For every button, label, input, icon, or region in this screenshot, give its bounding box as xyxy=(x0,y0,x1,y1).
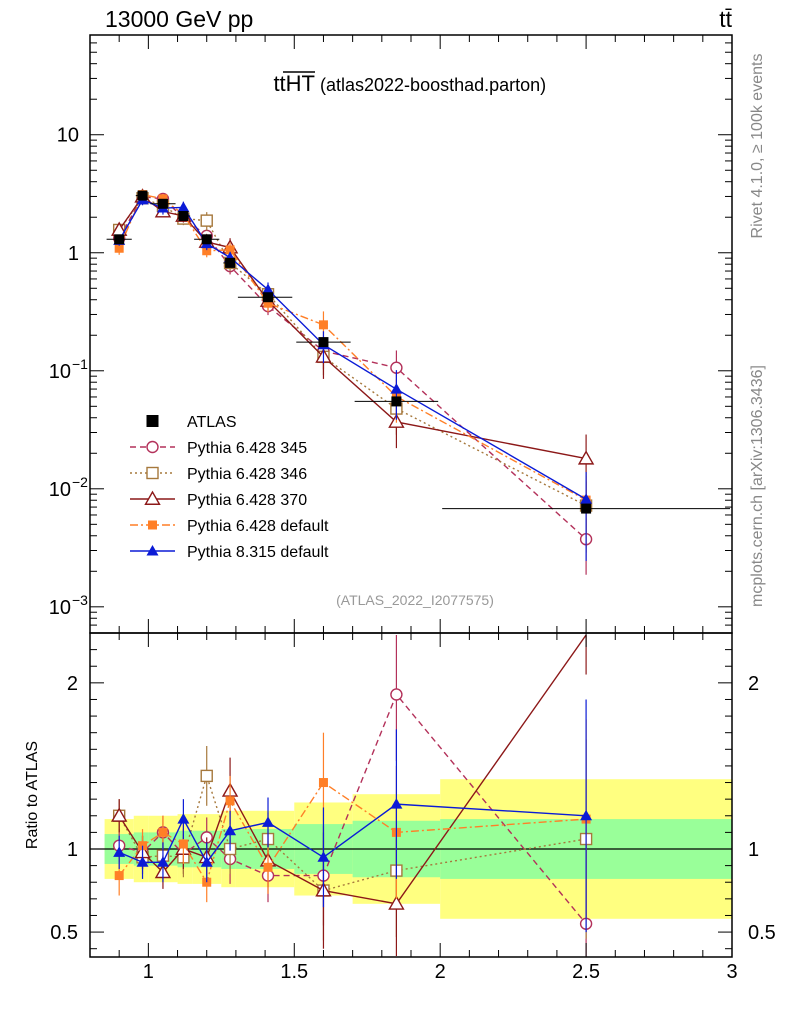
atlas-point xyxy=(114,234,125,245)
legend-label: Pythia 8.315 default xyxy=(187,544,329,561)
marker-main xyxy=(577,450,595,465)
legend-entry: Pythia 8.315 default xyxy=(130,544,329,561)
atlas-point xyxy=(318,337,329,348)
mcplots-label: mcplots.cern.ch [arXiv:1306.3436] xyxy=(749,365,766,607)
legend-entry-atlas: ATLAS xyxy=(146,414,237,431)
legend: ATLAS Pythia 6.428 345 Pythia 6.428 346 Pyt… xyxy=(130,414,329,561)
series-line-ratio xyxy=(118,773,587,892)
x-tick-label: 2 xyxy=(435,961,446,983)
atlas-point xyxy=(178,210,189,221)
y-tick-label-main: 1 xyxy=(68,243,79,265)
legend-label: Pythia 6.428 345 xyxy=(187,440,307,457)
marker-ratio xyxy=(156,856,169,867)
x-tick-label: 1 xyxy=(143,961,154,983)
series-line-ratio xyxy=(118,803,587,864)
x-tick-label: 1.5 xyxy=(280,961,308,983)
marker-ratio xyxy=(317,851,330,862)
atlas-data-layer xyxy=(106,190,730,514)
header-left: 13000 GeV pp xyxy=(105,6,253,32)
y-tick-label-exp: −3 xyxy=(72,592,88,608)
y-tick-label-main: 10 xyxy=(49,361,71,383)
marker-main xyxy=(262,283,275,295)
marker-main xyxy=(225,245,235,255)
marker-ratio xyxy=(390,688,403,701)
marker-ratio xyxy=(136,856,149,867)
y-tick-label-ratio-right: 1 xyxy=(748,839,759,861)
legend-label: ATLAS xyxy=(187,414,237,431)
legend-marker xyxy=(144,490,161,505)
legend-label: Pythia 6.428 370 xyxy=(187,492,307,509)
series-line-main xyxy=(118,195,587,540)
series-line-main xyxy=(118,193,587,501)
x-tick-label: 3 xyxy=(726,961,737,983)
y-tick-label-main: 10 xyxy=(57,125,79,147)
marker-ratio xyxy=(158,827,168,837)
marker-ratio xyxy=(318,778,328,788)
y-tick-label-exp: −1 xyxy=(72,356,88,372)
rivet-label: Rivet 4.1.0, ≥ 100k events xyxy=(749,54,766,239)
marker-main xyxy=(200,214,213,227)
atlas-point xyxy=(137,190,148,201)
y-tick-label-exp: −2 xyxy=(72,474,88,490)
marker-ratio xyxy=(113,846,126,857)
atlas-point xyxy=(225,257,236,268)
marker-ratio xyxy=(200,769,213,783)
marker-main xyxy=(580,493,593,504)
marker-main xyxy=(177,201,190,212)
marker-main xyxy=(114,243,124,253)
marker-ratio xyxy=(110,807,128,822)
series-line-ratio xyxy=(118,781,587,884)
legend-entry: Pythia 6.428 default xyxy=(130,518,329,535)
marker-main xyxy=(263,298,273,308)
y-tick-label-main: 10 xyxy=(49,597,71,619)
y-tick-label-ratio: 1 xyxy=(67,839,78,861)
atlas-point xyxy=(263,292,274,303)
marker-ratio xyxy=(262,816,275,827)
atlas-point xyxy=(201,234,212,245)
legend-marker xyxy=(146,466,159,480)
marker-main xyxy=(202,246,212,256)
legend-marker xyxy=(148,520,157,530)
marker-main xyxy=(390,383,403,394)
header-right: tt̄ xyxy=(719,6,732,32)
y-tick-label-ratio-right: 2 xyxy=(748,673,759,695)
title-sub: (atlas2022-boosthad.parton) xyxy=(320,75,546,95)
legend-marker xyxy=(146,440,159,454)
legend-entry: Pythia 6.428 346 xyxy=(130,466,307,483)
marker-ratio xyxy=(263,862,273,872)
legend-label: Pythia 6.428 346 xyxy=(187,466,307,483)
legend-entry: Pythia 6.428 370 xyxy=(130,490,307,509)
y-tick-label-ratio: 2 xyxy=(67,673,78,695)
marker-main xyxy=(318,320,328,330)
atlas-point xyxy=(581,503,592,514)
marker-ratio xyxy=(225,796,235,806)
x-tick-label: 2.5 xyxy=(572,961,600,983)
legend-marker xyxy=(146,545,159,556)
y-tick-label-ratio: 0.5 xyxy=(50,922,78,944)
y-tick-label-ratio-right: 0.5 xyxy=(748,922,776,944)
marker-ratio xyxy=(580,809,593,821)
legend-label: Pythia 6.428 default xyxy=(187,518,329,535)
marker-ratio xyxy=(390,798,403,809)
legend-entry: Pythia 6.428 345 xyxy=(130,440,307,457)
analysis-id: (ATLAS_2022_I2077575) xyxy=(336,592,494,608)
ratio-ylabel: Ratio to ATLAS xyxy=(24,741,41,849)
y-tick-label-main: 10 xyxy=(49,479,71,501)
title-main: ttHT xyxy=(273,71,315,96)
series-line-main xyxy=(118,197,587,507)
legend-marker xyxy=(146,415,159,427)
marker-ratio xyxy=(224,824,237,836)
marker-ratio xyxy=(177,813,190,824)
marker-ratio xyxy=(388,895,405,910)
atlas-point xyxy=(391,396,402,407)
marker-ratio xyxy=(178,839,188,849)
atlas-point xyxy=(157,198,168,209)
marker-ratio xyxy=(114,871,124,881)
marker-ratio xyxy=(200,856,213,867)
